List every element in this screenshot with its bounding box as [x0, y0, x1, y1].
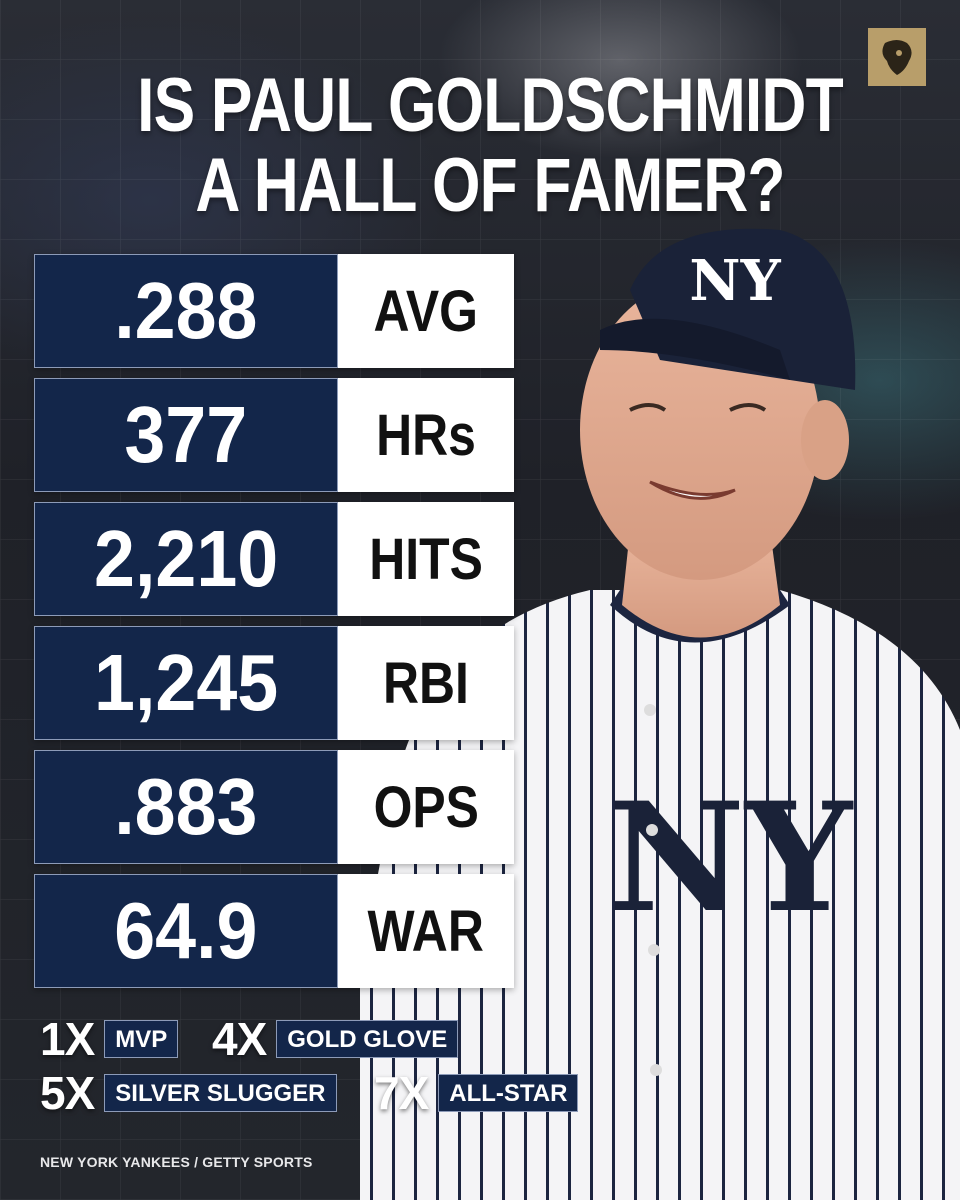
photo-credit: NEW YORK YANKEES / GETTY SPORTS	[40, 1154, 313, 1170]
stat-label: AVG	[338, 254, 514, 368]
stat-row-avg: .288 AVG	[34, 254, 514, 368]
stat-row-ops: .883 OPS	[34, 750, 514, 864]
stat-value-text: 1,245	[93, 638, 279, 727]
award-count: 7X	[374, 1067, 429, 1119]
stat-label-text: HITS	[369, 526, 483, 592]
stat-value-text: .288	[114, 266, 258, 355]
stat-value: 2,210	[34, 502, 338, 616]
award-mvp: 1X MVP	[40, 1012, 179, 1066]
lion-head-icon	[882, 40, 912, 75]
stat-label: HRs	[338, 378, 514, 492]
stat-label-text: OPS	[373, 774, 479, 840]
stat-value: .883	[34, 750, 338, 864]
stat-value: 64.9	[34, 874, 338, 988]
stat-value-text: 377	[124, 390, 248, 479]
stat-value: 1,245	[34, 626, 338, 740]
jersey-logo: NY	[608, 770, 854, 946]
stat-row-rbi: 1,245 RBI	[34, 626, 514, 740]
stat-row-hits: 2,210 HITS	[34, 502, 514, 616]
brand-logo	[868, 28, 926, 86]
stat-row-hrs: 377 HRs	[34, 378, 514, 492]
stat-value-text: 64.9	[114, 886, 258, 975]
award-all-star: 7X ALL-STAR	[374, 1066, 579, 1120]
stat-value-text: 2,210	[93, 514, 279, 603]
stat-label: WAR	[338, 874, 514, 988]
stat-label: OPS	[338, 750, 514, 864]
stat-label-text: AVG	[373, 278, 479, 344]
stat-label: HITS	[338, 502, 514, 616]
award-gold-glove: 4X GOLD GLOVE	[212, 1012, 459, 1066]
award-count: 5X	[40, 1067, 95, 1119]
stat-label: RBI	[338, 626, 514, 740]
award-name: SILVER SLUGGER	[104, 1074, 337, 1112]
title-line-2: A HALL OF FAMER?	[195, 143, 785, 228]
page-title: IS PAUL GOLDSCHMIDT A HALL OF FAMER?	[88, 66, 892, 226]
award-silver-slugger: 5X SILVER SLUGGER	[40, 1066, 337, 1120]
stat-label-text: HRs	[376, 402, 476, 468]
stat-value: 377	[34, 378, 338, 492]
stat-value-text: .883	[114, 762, 258, 851]
award-count: 1X	[40, 1013, 95, 1065]
stat-value: .288	[34, 254, 338, 368]
stat-label-text: RBI	[383, 650, 469, 716]
award-name: GOLD GLOVE	[276, 1020, 459, 1058]
stat-row-war: 64.9 WAR	[34, 874, 514, 988]
cap-logo: NY	[689, 248, 781, 314]
player-photo: NY NY	[360, 210, 960, 1200]
award-count: 4X	[212, 1013, 267, 1065]
award-name: ALL-STAR	[438, 1074, 579, 1112]
stat-label-text: WAR	[367, 898, 485, 964]
title-line-1: IS PAUL GOLDSCHMIDT	[137, 63, 844, 148]
award-name: MVP	[104, 1020, 179, 1058]
